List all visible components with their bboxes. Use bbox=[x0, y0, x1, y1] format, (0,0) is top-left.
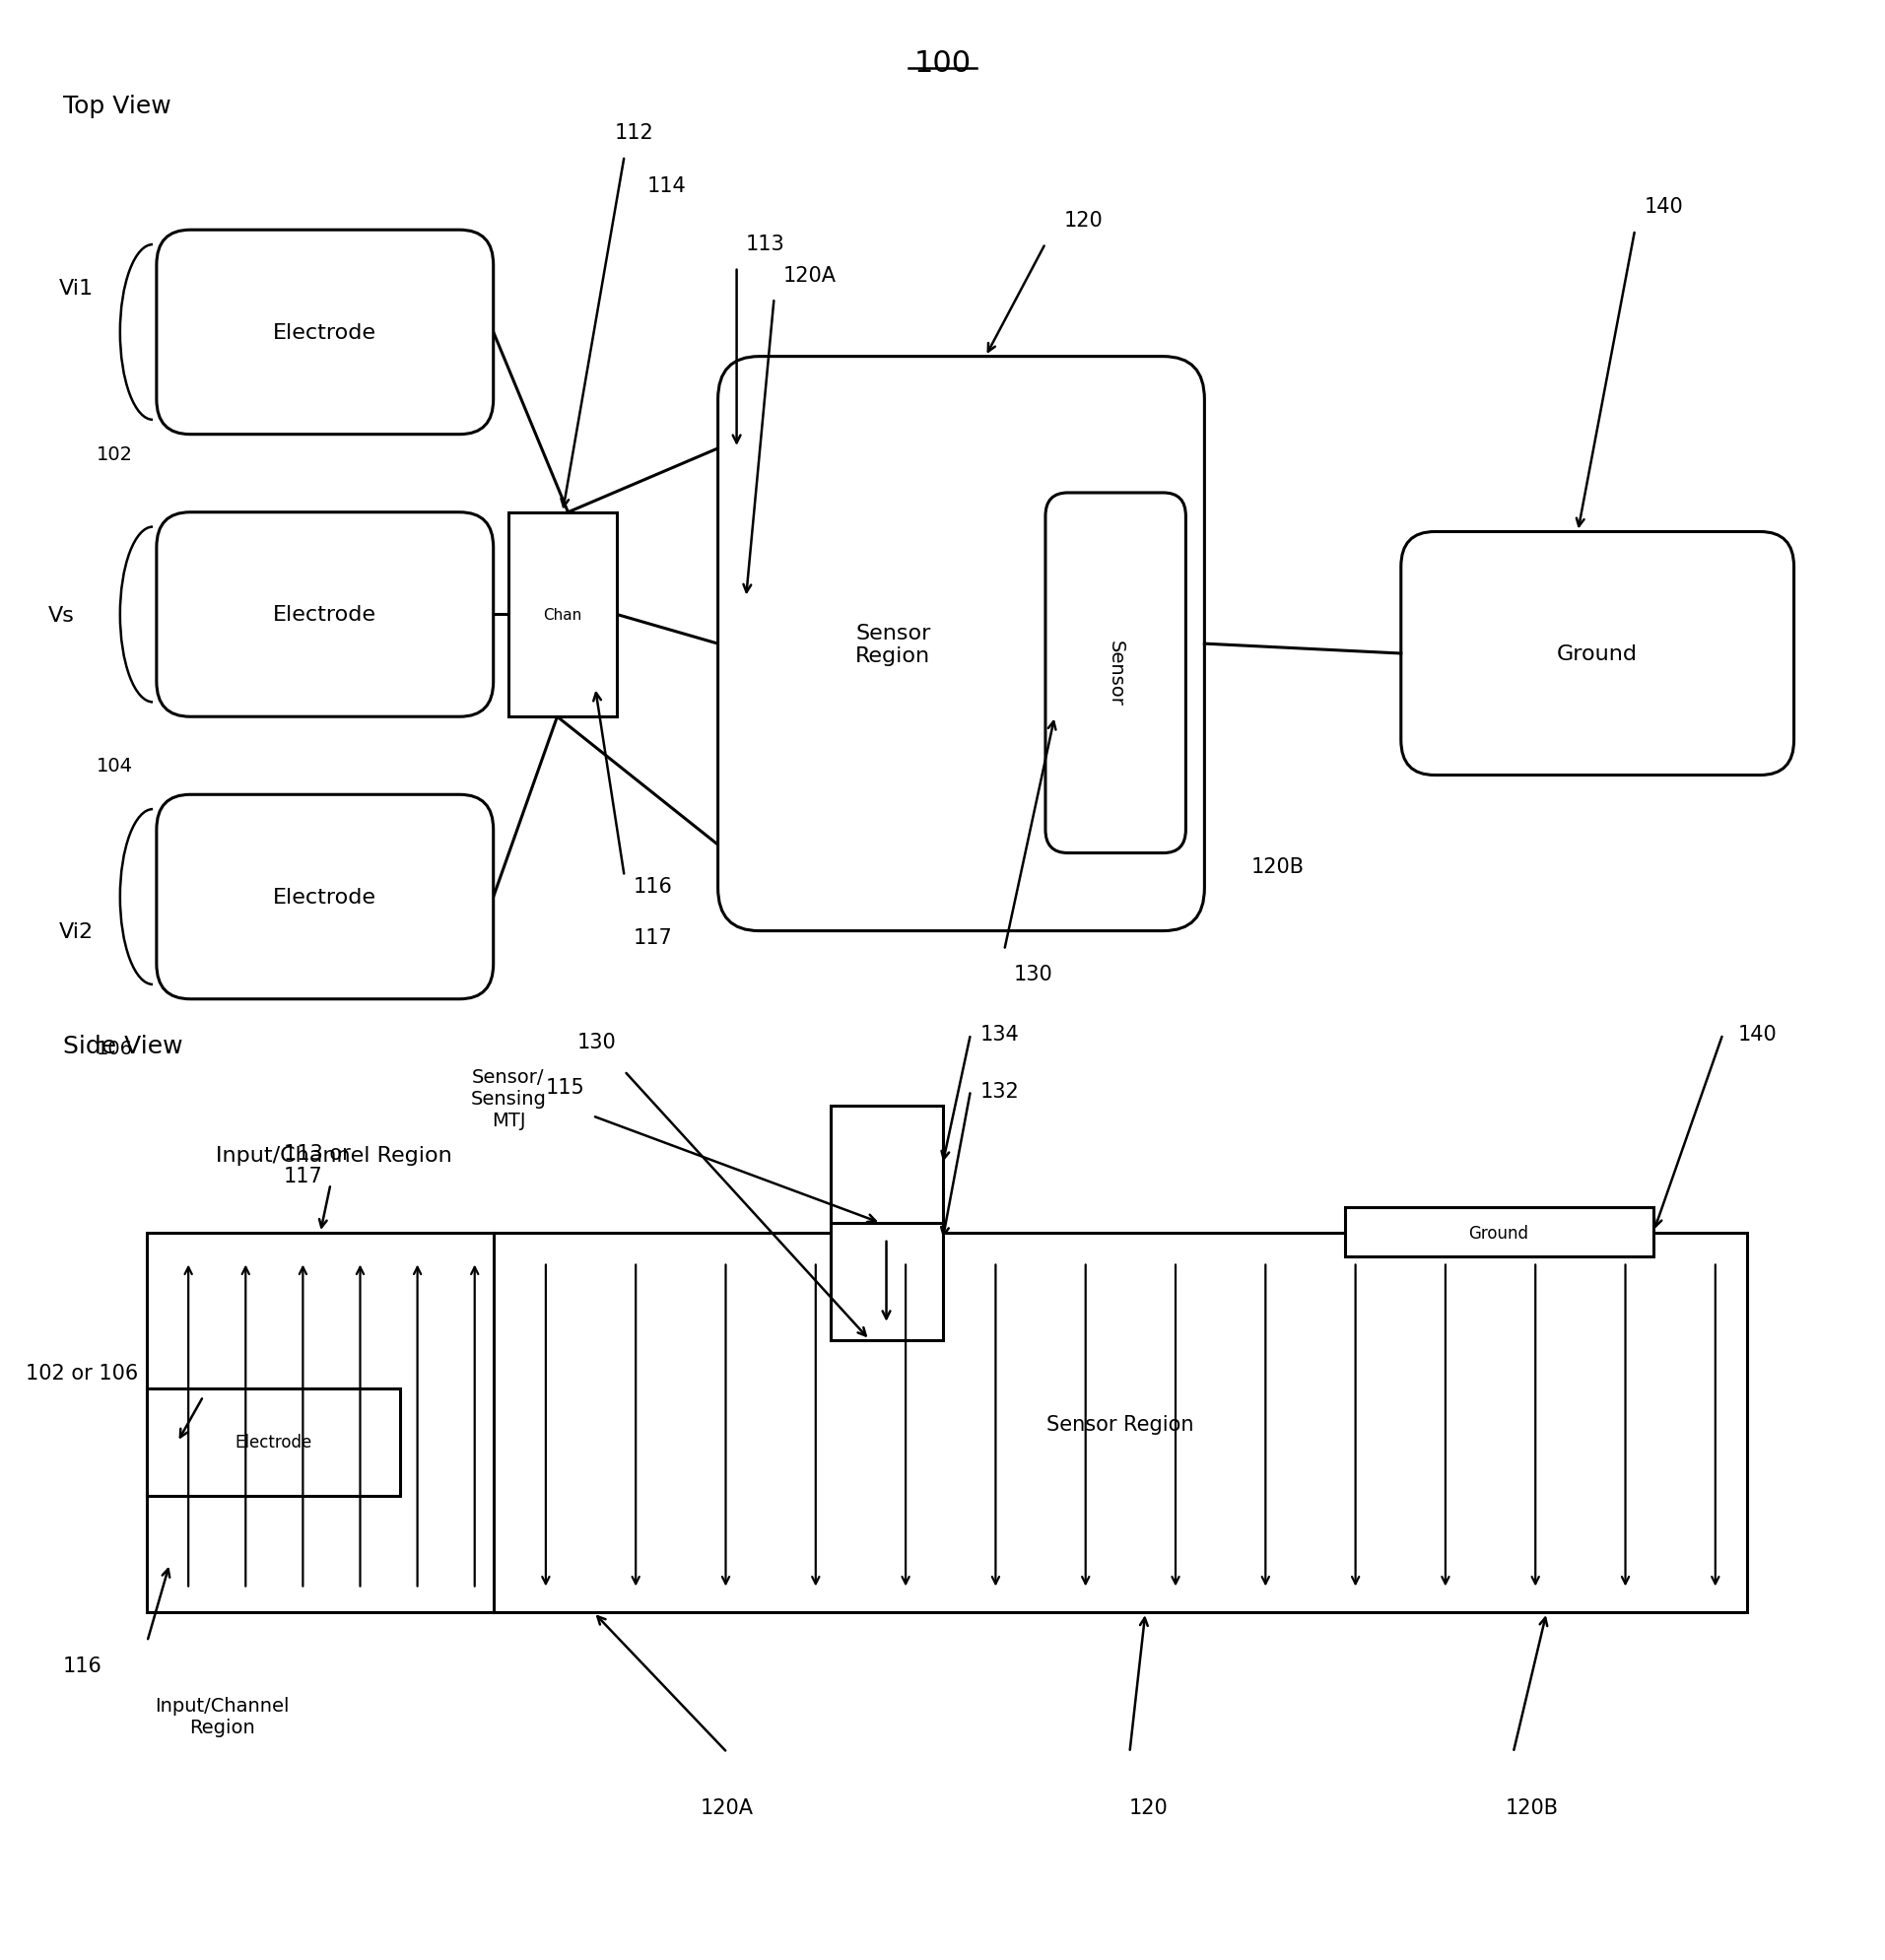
Text: 114: 114 bbox=[647, 176, 686, 196]
Text: 140: 140 bbox=[1644, 198, 1683, 218]
Text: 104: 104 bbox=[96, 757, 134, 776]
Text: 112: 112 bbox=[615, 123, 654, 143]
Text: Vs: Vs bbox=[47, 606, 75, 625]
Text: 120: 120 bbox=[1065, 212, 1103, 231]
Bar bbox=[509, 514, 616, 717]
FancyBboxPatch shape bbox=[156, 796, 494, 1000]
FancyBboxPatch shape bbox=[1046, 494, 1186, 853]
Text: Sensor Region: Sensor Region bbox=[1046, 1413, 1193, 1433]
Text: Electrode: Electrode bbox=[236, 1433, 313, 1450]
Text: 113: 113 bbox=[746, 235, 786, 255]
Text: Sensor/
Sensing
MTJ: Sensor/ Sensing MTJ bbox=[471, 1068, 547, 1129]
Bar bbox=[147, 1233, 494, 1613]
Text: 113 or
117: 113 or 117 bbox=[285, 1143, 351, 1186]
FancyBboxPatch shape bbox=[718, 357, 1205, 931]
Text: Vi1: Vi1 bbox=[58, 278, 94, 300]
Text: Input/Channel Region: Input/Channel Region bbox=[217, 1145, 452, 1164]
Text: 100: 100 bbox=[914, 49, 971, 78]
Text: 132: 132 bbox=[980, 1082, 1020, 1102]
Text: 130: 130 bbox=[577, 1033, 616, 1053]
Text: 115: 115 bbox=[547, 1078, 584, 1098]
Text: Side View: Side View bbox=[62, 1035, 183, 1058]
Text: Sensor: Sensor bbox=[1106, 641, 1125, 706]
Bar bbox=[829, 1107, 942, 1223]
Text: 120B: 120B bbox=[1506, 1797, 1559, 1817]
Text: 117: 117 bbox=[633, 927, 673, 947]
Text: Input/Channel
Region: Input/Channel Region bbox=[155, 1695, 288, 1737]
Text: 116: 116 bbox=[62, 1656, 102, 1676]
Text: 134: 134 bbox=[980, 1025, 1020, 1045]
Text: Electrode: Electrode bbox=[273, 323, 377, 343]
Text: 102: 102 bbox=[96, 445, 134, 465]
FancyBboxPatch shape bbox=[1401, 533, 1795, 776]
Text: Vi2: Vi2 bbox=[58, 921, 94, 941]
Text: 120A: 120A bbox=[701, 1797, 754, 1817]
Bar bbox=[494, 1233, 1747, 1613]
FancyBboxPatch shape bbox=[156, 514, 494, 717]
Bar bbox=[1344, 1207, 1653, 1256]
Text: 120B: 120B bbox=[1252, 857, 1304, 876]
Text: Sensor
Region: Sensor Region bbox=[856, 623, 931, 666]
Text: Ground: Ground bbox=[1468, 1225, 1529, 1243]
Text: Electrode: Electrode bbox=[273, 888, 377, 907]
Bar bbox=[829, 1223, 942, 1341]
Text: 102 or 106: 102 or 106 bbox=[26, 1364, 138, 1384]
Text: 130: 130 bbox=[1014, 964, 1054, 984]
Text: Electrode: Electrode bbox=[273, 606, 377, 625]
Text: Ground: Ground bbox=[1557, 645, 1638, 664]
Text: Top View: Top View bbox=[62, 94, 172, 118]
Text: 106: 106 bbox=[96, 1039, 134, 1058]
Text: 140: 140 bbox=[1738, 1025, 1778, 1045]
Text: 120: 120 bbox=[1129, 1797, 1169, 1817]
Bar bbox=[147, 1390, 400, 1495]
Text: 120A: 120A bbox=[784, 267, 837, 286]
Text: 116: 116 bbox=[633, 876, 673, 896]
FancyBboxPatch shape bbox=[156, 231, 494, 435]
Text: Chan: Chan bbox=[543, 608, 582, 623]
